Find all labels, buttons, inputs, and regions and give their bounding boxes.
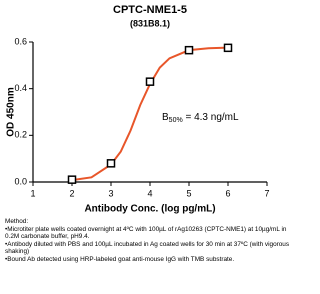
annotation-rest: = 4.3 ng/mL (183, 112, 239, 123)
y-tick-label: 0.2 (14, 130, 27, 140)
x-tick-label: 7 (264, 188, 269, 198)
method-item: Microtiter plate wells coated overnight … (5, 226, 295, 241)
chart-title: CPTC-NME1-5 (113, 4, 187, 16)
y-tick-label: 0.0 (14, 176, 27, 186)
page: CPTC-NME1-5 (831B8.1) OD 450nm Antibody … (0, 0, 300, 294)
x-tick-label: 3 (108, 188, 113, 198)
y-axis-title: OD 450nm (6, 87, 17, 137)
x-axis-title: Antibody Conc. (log pg/mL) (84, 204, 215, 215)
x-tick-label: 6 (225, 188, 230, 198)
y-tick-label: 0.4 (14, 83, 27, 93)
data-point (223, 43, 233, 53)
chart: CPTC-NME1-5 (831B8.1) OD 450nm Antibody … (6, 4, 270, 215)
annotation: B50% = 4.3 ng/mL (162, 112, 239, 124)
x-tick-label: 4 (147, 188, 152, 198)
data-point (106, 159, 116, 168)
data-point (67, 175, 77, 184)
method-item: Bound Ab detected using HRP-labeled goat… (5, 256, 295, 264)
method: Method: Microtiter plate wells coated ov… (5, 218, 295, 264)
x-tick-label: 2 (69, 188, 74, 198)
data-point (184, 45, 194, 55)
method-list: Microtiter plate wells coated overnight … (5, 226, 295, 264)
annotation-sub: 50% (169, 117, 183, 124)
chart-subtitle: (831B8.1) (130, 18, 170, 28)
data-point (145, 77, 155, 86)
method-heading: Method: (5, 218, 29, 225)
x-tick-label: 1 (30, 188, 35, 198)
x-tick-label: 5 (186, 188, 191, 198)
method-item: Antibody diluted with PBS and 100µL incu… (5, 241, 295, 256)
annotation-main: B (162, 112, 169, 123)
y-tick-label: 0.6 (14, 36, 27, 46)
